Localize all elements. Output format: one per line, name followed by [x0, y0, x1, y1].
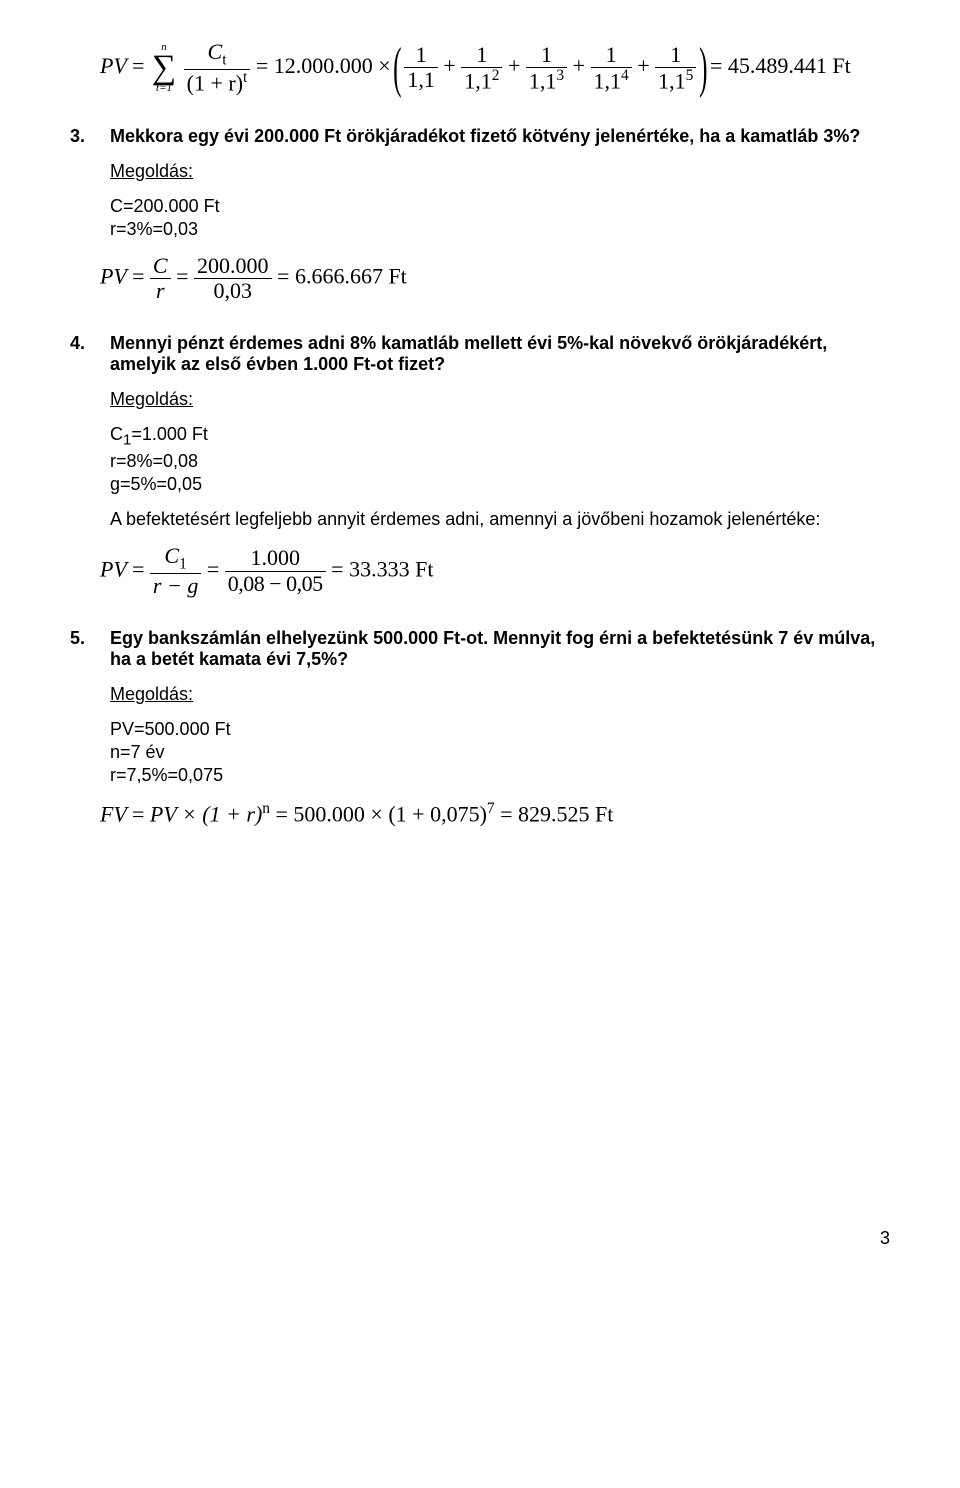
given-r: r=3%=0,03 [110, 219, 890, 240]
problem-5: 5. Egy bankszámlán elhelyezünk 500.000 F… [70, 628, 890, 670]
solution-label: Megoldás: [110, 684, 890, 705]
given-r: r=7,5%=0,075 [110, 765, 890, 786]
given-c: C=200.000 Ft [110, 196, 890, 217]
sum-fraction: Ct (1 + r)t [184, 40, 251, 96]
equation-p3: PV = C r = 200.000 0,03 = 6.666.667 Ft [100, 254, 890, 303]
factor: 12.000.000 [274, 53, 373, 78]
solution-label: Megoldás: [110, 389, 890, 410]
problem-text: Mennyi pénzt érdemes adni 8% kamatláb me… [110, 333, 890, 375]
given-n: n=7 év [110, 742, 890, 763]
problem-number: 5. [70, 628, 110, 670]
given-pv: PV=500.000 Ft [110, 719, 890, 740]
equation-p5: FV = PV × (1 + r)n = 500.000 × (1 + 0,07… [100, 800, 890, 827]
solution-label: Megoldás: [110, 161, 890, 182]
given-r: r=8%=0,08 [110, 451, 890, 472]
problem-text: Mekkora egy évi 200.000 Ft örökjáradékot… [110, 126, 890, 147]
problem-number: 4. [70, 333, 110, 375]
explain-sentence: A befektetésért legfeljebb annyit érdeme… [110, 509, 890, 530]
given-c1: C1=1.000 Ft [110, 424, 890, 449]
problem-number: 3. [70, 126, 110, 147]
problem-text: Egy bankszámlán elhelyezünk 500.000 Ft-o… [110, 628, 890, 670]
equation-pv-sum: PV = n ∑ t=1 Ct (1 + r)t = 12.000.000 × … [100, 40, 890, 96]
given-g: g=5%=0,05 [110, 474, 890, 495]
problem-4: 4. Mennyi pénzt érdemes adni 8% kamatláb… [70, 333, 890, 375]
problem-3: 3. Mekkora egy évi 200.000 Ft örökjáradé… [70, 126, 890, 147]
result: 45.489.441 [728, 53, 827, 78]
equation-p4: PV = C1 r − g = 1.000 0,08 − 0,05 = 33.3… [100, 544, 890, 599]
lhs: PV [100, 53, 126, 78]
sigma: n ∑ t=1 [152, 42, 176, 95]
page-number: 3 [70, 1228, 890, 1249]
